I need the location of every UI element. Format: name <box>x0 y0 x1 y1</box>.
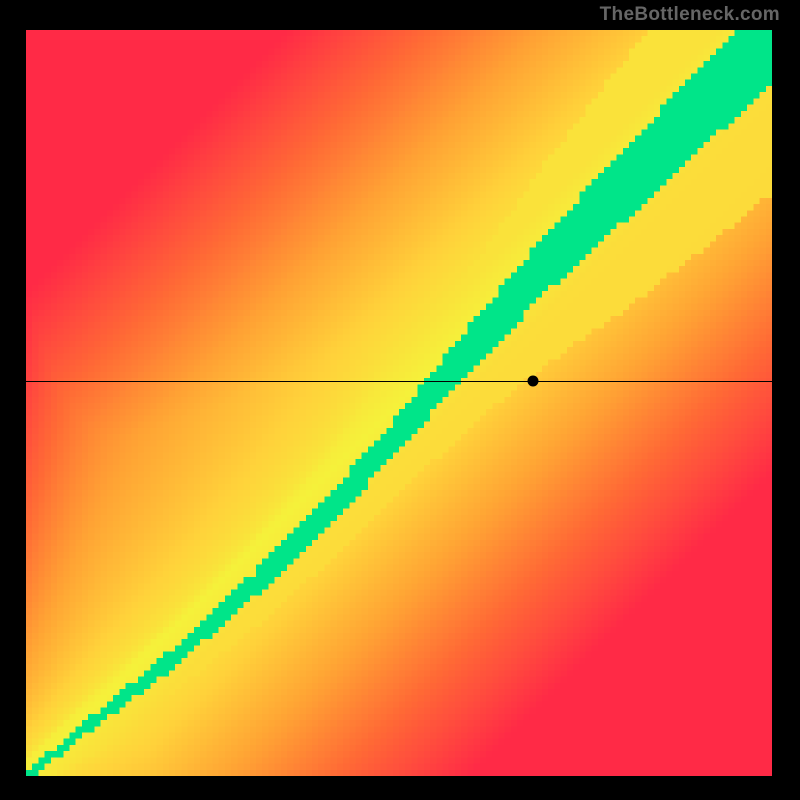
crosshair-marker <box>528 375 539 386</box>
watermark-text: TheBottleneck.com <box>600 4 780 26</box>
figure-root: TheBottleneck.com <box>0 0 800 800</box>
crosshair-vertical <box>533 776 534 800</box>
heatmap-canvas <box>26 30 772 776</box>
heatmap-plot-area <box>26 30 772 776</box>
crosshair-horizontal <box>26 381 772 382</box>
